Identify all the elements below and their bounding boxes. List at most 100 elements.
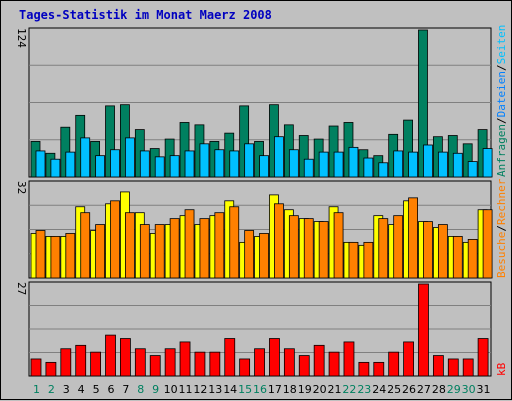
bar-kb-1 <box>30 358 42 377</box>
bar-kb-5 <box>90 351 102 377</box>
bar-rechner-30 <box>467 239 478 279</box>
x-tick-label: 18 <box>283 383 297 396</box>
x-tick-label: 6 <box>107 383 114 396</box>
bar-dateien-18 <box>288 149 299 178</box>
bar-dateien-8 <box>139 150 150 178</box>
bar-rechner-6 <box>110 200 120 279</box>
x-tick-label: 4 <box>78 383 85 396</box>
legend-top-panel-part: / <box>495 64 508 71</box>
bar-dateien-23 <box>363 157 374 178</box>
bar-kb-19 <box>298 355 310 377</box>
bar-kb-17 <box>269 338 280 377</box>
x-tick-label: 7 <box>122 383 129 396</box>
x-tick-label: 22 <box>342 383 356 396</box>
bar-kb-14 <box>224 338 236 377</box>
bar-dateien-30 <box>467 161 478 178</box>
bar-rechner-27 <box>423 221 433 279</box>
panel-1-max-label: 124 <box>15 28 28 48</box>
bar-rechner-22 <box>348 241 359 279</box>
bar-dateien-25 <box>393 150 404 178</box>
bar-anfragen-27 <box>418 29 428 178</box>
bar-rechner-23 <box>363 241 374 279</box>
legend-top-panel-part: Anfragen <box>495 124 508 177</box>
x-tick-label: 27 <box>417 383 431 396</box>
bar-anfragen-30 <box>462 143 473 178</box>
x-tick-label: 17 <box>268 383 282 396</box>
legend-middle-panel-part: Besuche <box>495 232 508 278</box>
bar-kb-27 <box>418 283 429 377</box>
bar-dateien-17 <box>274 136 284 178</box>
bar-dateien-31 <box>482 148 493 178</box>
bar-rechner-13 <box>214 212 225 279</box>
bar-rechner-12 <box>199 218 210 279</box>
bar-kb-10 <box>164 348 176 377</box>
bar-rechner-29 <box>452 236 463 279</box>
bar-kb-29 <box>447 358 459 377</box>
x-tick-label: 28 <box>432 383 446 396</box>
bar-kb-9 <box>149 355 161 377</box>
bar-rechner-21 <box>333 212 344 279</box>
bar-rechner-17 <box>274 203 284 279</box>
legend-bottom-panel-part: kB <box>495 362 508 376</box>
bar-rechner-9 <box>154 224 165 279</box>
x-tick-label: 26 <box>402 383 416 396</box>
legend-top-panel: Anfragen/Dateien/Seiten <box>495 25 508 177</box>
x-tick-label: 31 <box>477 383 491 396</box>
bar-rechner-4 <box>80 212 91 279</box>
x-tick-label: 16 <box>253 383 267 396</box>
legend-middle-panel-part: / <box>495 225 508 232</box>
bar-rechner-5 <box>95 224 106 279</box>
legend-middle-panel: Besuche/Rechner <box>495 178 508 278</box>
bar-kb-13 <box>209 351 221 377</box>
x-tick-label: 21 <box>328 383 342 396</box>
bar-rechner-31 <box>482 209 493 279</box>
bar-dateien-13 <box>214 149 225 178</box>
bar-anfragen-26 <box>403 119 413 178</box>
bar-kb-3 <box>60 348 72 377</box>
x-tick-label: 23 <box>357 383 371 396</box>
x-tick-label: 29 <box>447 383 461 396</box>
bar-dateien-22 <box>348 146 359 178</box>
x-tick-label: 15 <box>238 383 252 396</box>
bar-dateien-7 <box>125 137 135 178</box>
bar-kb-30 <box>462 358 474 377</box>
x-tick-label: 1 <box>33 383 40 396</box>
bar-kb-26 <box>403 341 414 377</box>
bar-rechner-3 <box>65 233 76 279</box>
bar-dateien-5 <box>95 155 106 178</box>
bar-dateien-15 <box>244 143 255 178</box>
panel-3-max-label: 27 <box>15 282 28 295</box>
bar-rechner-2 <box>50 236 61 279</box>
bar-kb-11 <box>179 341 191 377</box>
legend-bottom-panel: kB <box>495 362 508 376</box>
bar-rechner-28 <box>437 224 448 279</box>
x-tick-label: 3 <box>63 383 70 396</box>
bar-kb-12 <box>194 351 206 377</box>
x-tick-label: 19 <box>298 383 312 396</box>
bar-rechner-8 <box>139 224 150 279</box>
bar-rechner-10 <box>169 218 180 279</box>
bar-kb-20 <box>313 344 325 377</box>
bar-kb-15 <box>239 358 251 377</box>
x-tick-label: 25 <box>387 383 401 396</box>
bar-anfragen-15 <box>239 105 250 178</box>
bar-dateien-10 <box>169 155 180 178</box>
x-tick-label: 5 <box>93 383 100 396</box>
bar-anfragen-6 <box>105 105 115 178</box>
bar-kb-7 <box>120 338 131 377</box>
bar-dateien-29 <box>452 152 463 178</box>
x-tick-label: 2 <box>48 383 55 396</box>
bar-rechner-19 <box>303 218 314 279</box>
bar-kb-28 <box>432 355 444 377</box>
x-tick-label: 20 <box>313 383 327 396</box>
bar-kb-18 <box>283 348 295 377</box>
legend-top-panel-part: / <box>495 117 508 124</box>
bar-dateien-3 <box>65 151 76 178</box>
x-tick-label: 9 <box>152 383 159 396</box>
x-tick-label: 13 <box>208 383 222 396</box>
bar-dateien-19 <box>303 158 314 178</box>
bar-kb-21 <box>328 351 340 377</box>
x-tick-label: 14 <box>223 383 237 396</box>
bar-kb-4 <box>75 344 87 377</box>
